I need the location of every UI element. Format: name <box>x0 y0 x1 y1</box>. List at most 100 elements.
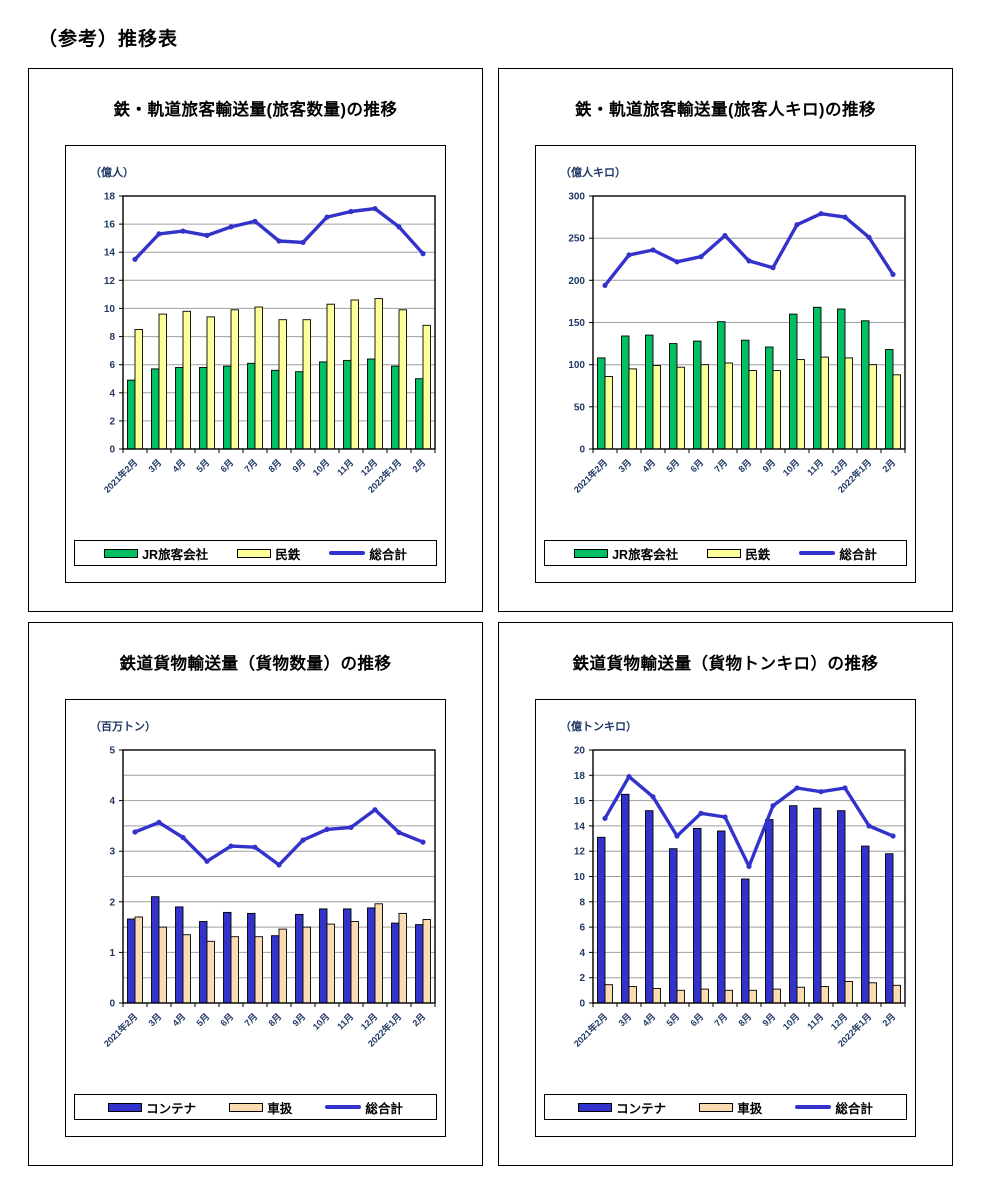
y-tick-label: 250 <box>568 234 585 245</box>
line-marker <box>698 810 704 816</box>
x-tick-label: 8月 <box>736 1011 753 1028</box>
legend-bar-swatch <box>699 1102 734 1112</box>
bar-JR旅客会社 <box>861 320 870 450</box>
bar-民鉄 <box>676 366 685 450</box>
y-tick-label: 16 <box>574 796 586 807</box>
bar-コンテナ <box>693 827 702 1004</box>
bar-JR旅客会社 <box>391 365 400 450</box>
legend-bar-swatch <box>108 1102 143 1112</box>
bar-コンテナ <box>391 922 400 1004</box>
line-marker <box>794 785 800 791</box>
x-tick-label: 3月 <box>616 457 633 474</box>
bar-民鉄 <box>820 356 829 450</box>
legend-bar-swatch <box>574 548 609 558</box>
legend-label: コンテナ <box>146 1101 197 1116</box>
legend-line-swatch <box>329 551 366 555</box>
x-tick-label: 11月 <box>805 457 825 477</box>
bar-車扱 <box>868 982 877 1004</box>
line-marker <box>372 206 378 212</box>
x-tick-label: 7月 <box>712 457 729 474</box>
total-line <box>603 212 895 288</box>
line-marker <box>794 222 800 228</box>
chart-title: 鉄道貨物輸送量（貨物トンキロ）の推移 <box>572 655 879 673</box>
x-tick-label: 10月 <box>311 1011 332 1032</box>
chart-frame: （億人） 0 2 4 6 8 10 12 14 16 18 2021年2月 3月 4月 5月 6月 7月 8月 9… <box>65 145 446 583</box>
bar-コンテナ <box>247 912 256 1004</box>
bar-民鉄 <box>134 329 143 450</box>
x-tick-label: 12月 <box>359 1011 380 1032</box>
x-tick-label: 5月 <box>664 1011 681 1028</box>
bar-コンテナ <box>837 810 846 1004</box>
bar-JR旅客会社 <box>621 335 630 450</box>
legend-item-総合計: 総合計 <box>325 1098 403 1117</box>
y-tick-label: 16 <box>104 220 116 231</box>
legend-bar-swatch <box>707 548 742 558</box>
legend-item-総合計: 総合計 <box>799 544 877 563</box>
line-marker <box>650 247 656 253</box>
line-marker <box>626 252 632 258</box>
chart-frame: （億トンキロ） 0 2 4 6 8 10 12 14 16 18 20 2021年2月 3月 4月 5月 6月… <box>535 699 916 1137</box>
bar-JR旅客会社 <box>367 358 376 450</box>
x-tick-label: 10月 <box>311 457 332 478</box>
line-marker <box>228 843 234 849</box>
line-marker <box>890 833 896 839</box>
x-tick-label: 2月 <box>410 1011 427 1028</box>
bar-コンテナ <box>343 908 352 1004</box>
bar-JR旅客会社 <box>271 369 280 450</box>
x-tick-label: 11月 <box>335 457 355 477</box>
bar-コンテナ <box>621 793 630 1004</box>
panel-freight-tonnage: 鉄道貨物輸送量（貨物数量）の推移 （百万トン） 0 1 2 3 4 5 2021年2月 3月 4… <box>28 622 483 1166</box>
bar-車扱 <box>158 926 167 1004</box>
x-tick-label: 12月 <box>829 1011 850 1032</box>
y-tick-label: 200 <box>568 276 585 287</box>
line-marker <box>180 834 186 841</box>
bar-JR旅客会社 <box>597 357 606 450</box>
x-tick-label: 8月 <box>266 1011 283 1028</box>
legend-label: 総合計 <box>365 1101 403 1116</box>
bar-車扱 <box>724 989 733 1004</box>
legend-item-総合計: 総合計 <box>329 544 407 563</box>
y-tick-label: 6 <box>109 360 115 371</box>
y-tick-label: 4 <box>579 948 585 959</box>
line-marker <box>132 829 138 835</box>
chart-legend: JR旅客会社 民鉄 総合計 <box>544 540 907 566</box>
line-marker <box>348 208 354 215</box>
bar-コンテナ <box>175 906 184 1004</box>
bar-民鉄 <box>230 309 239 450</box>
bar-JR旅客会社 <box>247 362 256 450</box>
bar-車扱 <box>134 916 143 1004</box>
y-tick-label: 0 <box>109 999 115 1010</box>
y-axis-unit-label: （百万トン） <box>90 721 156 733</box>
panel-passenger-count: 鉄・軌道旅客輸送量(旅客数量)の推移 （億人） 0 2 4 6 8 10 12 14 16 18 2… <box>28 68 483 612</box>
bar-民鉄 <box>748 370 757 450</box>
line-marker <box>842 785 848 791</box>
line-marker <box>204 232 210 238</box>
y-tick-label: 1 <box>109 948 115 959</box>
legend-item-総合計: 総合計 <box>795 1098 873 1117</box>
line-marker <box>866 823 872 829</box>
bar-民鉄 <box>700 364 709 450</box>
bar-車扱 <box>374 903 383 1004</box>
plot-border <box>122 195 436 450</box>
y-tick-label: 300 <box>568 192 585 203</box>
x-tick-label: 6月 <box>218 1011 235 1028</box>
bar-コンテナ <box>789 805 798 1004</box>
chart-frame: （億人キロ） 0 50 100 150 200 250 300 2021年2月 3月 4月 5月 6月… <box>535 145 916 583</box>
page-title: （参考）推移表 <box>38 29 179 50</box>
bar-車扱 <box>302 926 311 1004</box>
bar-民鉄 <box>398 309 407 450</box>
bar-コンテナ <box>717 830 726 1004</box>
line-marker <box>204 858 210 864</box>
legend-item-民鉄: 民鉄 <box>237 544 300 563</box>
line-marker <box>372 807 378 813</box>
bar-JR旅客会社 <box>837 308 846 450</box>
bar-車扱 <box>772 988 781 1004</box>
line-marker <box>300 239 306 245</box>
y-axis-unit-label: （億トンキロ） <box>560 721 637 733</box>
bar-JR旅客会社 <box>223 365 232 450</box>
bar-民鉄 <box>604 376 613 450</box>
bar-民鉄 <box>182 310 191 450</box>
x-tick-label: 4月 <box>170 457 187 474</box>
line-marker <box>722 233 728 239</box>
bar-車扱 <box>326 923 335 1004</box>
